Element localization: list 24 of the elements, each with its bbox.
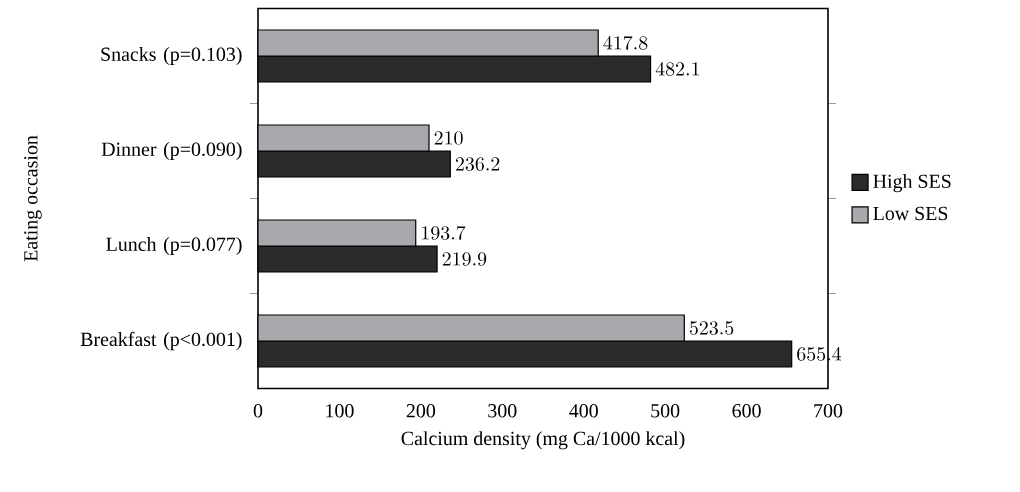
y-tick-label: Breakfast (p<0.001) [80,332,242,351]
data-label: 193.7 [422,226,466,241]
x-tick-label: 100 [326,404,354,418]
data-label: 236.2 [455,157,500,172]
data-label: 417.8 [603,36,648,51]
data-label: 523.5 [689,321,734,336]
x-tick-label: 700 [814,404,843,418]
x-tick-label: 500 [651,404,680,418]
y-tick-label: Dinner (p=0.090) [101,142,242,161]
x-axis-title: Calcium density (mg Ca/1000 kcal) [401,431,685,450]
y-tick-label: Lunch (p=0.077) [106,237,242,256]
legend-label: High SES [873,174,951,193]
legend-label: Low SES [873,207,948,221]
x-tick-label: 300 [488,404,517,418]
y-tick-label: Snacks (p=0.103) [101,47,242,66]
data-label: 210 [434,131,463,146]
data-label: 219.9 [442,252,487,267]
data-label: 655.4 [797,347,842,362]
x-tick-label: 0 [253,404,263,418]
x-tick-label: 200 [406,404,436,418]
x-tick-label: 600 [732,404,761,418]
y-axis-title: Eating occasion [24,135,42,262]
x-tick-label: 400 [569,404,598,418]
data-label: 482. 1 [655,62,699,77]
